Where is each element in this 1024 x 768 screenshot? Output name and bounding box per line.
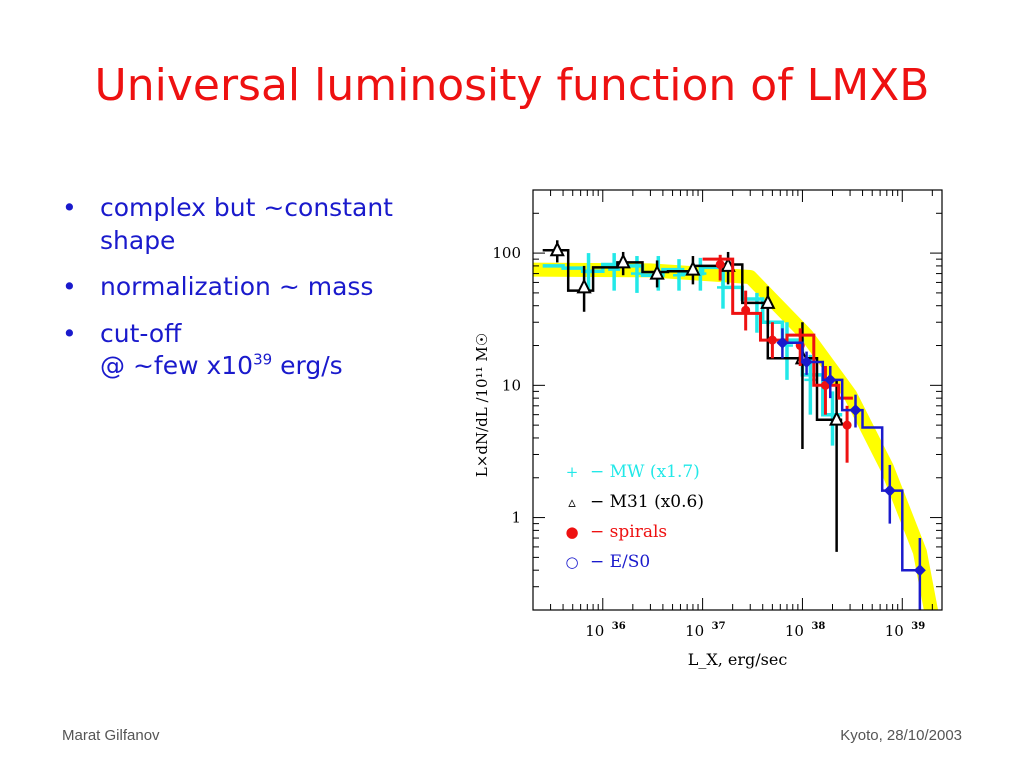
- bullet-item: • normalization ~ mass: [62, 271, 482, 304]
- data-point-dot: [767, 335, 777, 345]
- data-point-dot: [842, 420, 852, 430]
- bullet-text-tail: erg/s: [272, 351, 343, 380]
- legend-label: − MW (x1.7): [590, 462, 700, 482]
- data-point-diamond: [776, 336, 789, 349]
- footer-date-place: Kyoto, 28/10/2003: [840, 727, 962, 744]
- data-point-triangle: [760, 293, 776, 309]
- legend-label: − M31 (x0.6): [590, 492, 704, 512]
- y-tick-label: 10: [502, 376, 521, 394]
- x-tick-label: 10: [785, 622, 804, 640]
- data-point-triangle: [794, 349, 811, 365]
- series-step-line: [542, 262, 843, 417]
- data-point-triangle: [685, 260, 701, 276]
- x-tick-label: 10: [685, 622, 704, 640]
- data-point-diamond: [800, 356, 813, 369]
- bullet-text: normalization ~ mass: [100, 272, 374, 301]
- bullet-exponent: 39: [253, 350, 273, 369]
- legend-symbol: ▵: [568, 493, 576, 511]
- data-point-diamond: [883, 484, 896, 497]
- data-point-diamond: [849, 404, 862, 417]
- series-step-line: [702, 257, 853, 400]
- data-point-dot: [795, 341, 805, 351]
- model-band: [533, 262, 939, 610]
- plot-area: [533, 240, 939, 610]
- bullet-dot-icon: •: [62, 272, 77, 301]
- plot-frame: [532, 189, 943, 611]
- legend-symbol: ○: [565, 553, 578, 571]
- legend-symbol: ●: [565, 523, 578, 541]
- data-point-triangle: [549, 241, 565, 257]
- bullet-list: • complex but ~constant shape • normaliz…: [62, 192, 482, 397]
- data-point-dot: [715, 259, 725, 269]
- data-point-diamond: [824, 373, 837, 386]
- bullet-text: complex but ~constant: [100, 193, 393, 222]
- bullet-text: @ ~few x10: [100, 351, 254, 380]
- series-step-line: [542, 249, 843, 421]
- x-tick-exponent: 38: [811, 621, 825, 632]
- y-tick-label: 100: [492, 244, 521, 262]
- x-axis-label: L_X, erg/sec: [688, 650, 788, 669]
- x-tick-exponent: 37: [712, 621, 726, 632]
- data-point-triangle: [829, 410, 845, 426]
- x-tick-label: 10: [585, 622, 604, 640]
- x-tick-label: 10: [885, 622, 904, 640]
- legend-symbol: +: [566, 463, 579, 481]
- slide-title: Universal luminosity function of LMXB: [94, 60, 930, 111]
- x-tick-exponent: 39: [911, 621, 925, 632]
- bullet-item: • cut-off @ ~few x1039 erg/s: [62, 318, 482, 383]
- data-point-triangle: [720, 256, 736, 272]
- data-point-triangle: [615, 253, 631, 269]
- legend-label: − spirals: [590, 522, 667, 542]
- data-point-triangle: [649, 264, 665, 280]
- bullet-text: cut-off: [100, 318, 182, 348]
- bullet-item: • complex but ~constant shape: [62, 192, 482, 257]
- data-point-triangle: [576, 278, 592, 294]
- data-point-diamond: [913, 564, 926, 577]
- bullet-dot-icon: •: [62, 193, 77, 222]
- bullet-dot-icon: •: [62, 318, 77, 348]
- x-tick-exponent: 36: [612, 621, 626, 632]
- footer-author: Marat Gilfanov: [62, 727, 160, 744]
- data-point-dot: [820, 380, 830, 390]
- series-step-line: [780, 341, 923, 572]
- legend-label: − E/S0: [590, 552, 650, 572]
- y-tick-label: 1: [511, 509, 521, 527]
- data-point-dot: [741, 305, 751, 315]
- bullet-text: shape: [100, 225, 176, 255]
